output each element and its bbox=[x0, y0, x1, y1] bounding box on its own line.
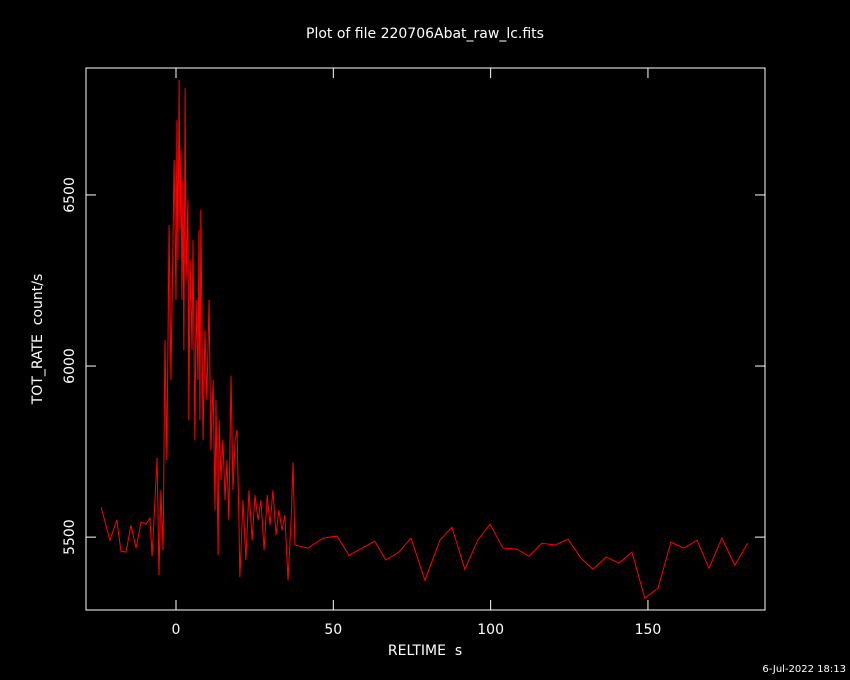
y-tick-label: 6500 bbox=[62, 177, 78, 213]
chart-title: Plot of file 220706Abat_raw_lc.fits bbox=[306, 26, 544, 42]
x-tick-label: 0 bbox=[172, 622, 181, 638]
y-tick-label: 6000 bbox=[62, 348, 78, 384]
x-tick-label: 50 bbox=[324, 622, 342, 638]
y-tick-label: 5500 bbox=[62, 519, 78, 555]
x-axis-label: RELTIME s bbox=[388, 643, 462, 659]
y-axis-label: TOT_RATE count/s bbox=[30, 274, 46, 406]
plot-frame bbox=[85, 67, 766, 611]
x-tick-label: 100 bbox=[477, 622, 504, 638]
x-tick-label: 150 bbox=[635, 622, 662, 638]
footer-timestamp: 6-Jul-2022 18:13 bbox=[762, 664, 846, 675]
data-line bbox=[100, 79, 749, 599]
